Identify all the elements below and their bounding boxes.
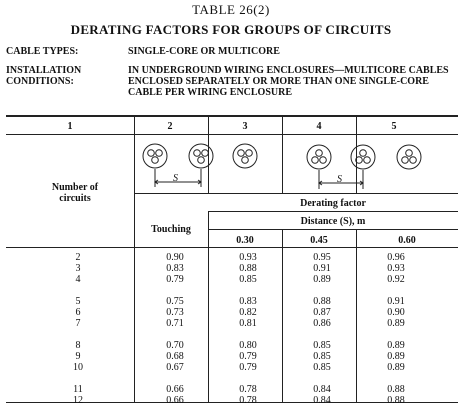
cable-types-value: SINGLE-CORE OR MULTICORE bbox=[128, 46, 280, 57]
column-number-1: 1 bbox=[67, 121, 73, 132]
enclosure-icon bbox=[188, 143, 214, 169]
column-divider-2-upper bbox=[208, 116, 209, 194]
enclosure-icon bbox=[232, 143, 258, 169]
enclosure-icon bbox=[350, 144, 376, 170]
table-number: TABLE 26(2) bbox=[192, 2, 270, 17]
column-number-5: 5 bbox=[391, 121, 397, 132]
installation-value-line3: CABLE PER WIRING ENCLOSURE bbox=[128, 87, 293, 98]
cable-arrangement-diagrams bbox=[142, 143, 422, 189]
diagram-rule bbox=[134, 193, 458, 194]
column-divider-3-upper bbox=[282, 116, 283, 194]
installation-value-line1: IN UNDERGROUND WIRING ENCLOSURES—MULTICO… bbox=[128, 65, 449, 76]
column-divider-4-lower bbox=[356, 230, 357, 403]
column-number-3: 3 bbox=[242, 121, 248, 132]
distance-030-column: 0.93 0.88 0.85 0.83 0.82 0.81 0.80 0.79 … bbox=[239, 252, 257, 406]
installation-label-line1: INSTALLATION bbox=[6, 65, 82, 76]
distance-060-column: 0.96 0.93 0.92 0.91 0.90 0.89 0.89 0.89 … bbox=[387, 252, 405, 406]
enclosure-icon bbox=[306, 144, 332, 170]
distance-value-060: 0.60 bbox=[398, 235, 416, 246]
circuits-column: 2 3 4 5 6 7 8 9 10 11 12 bbox=[73, 252, 83, 406]
distance-label: Distance (S), m bbox=[300, 216, 366, 227]
column-divider-2-lower bbox=[208, 211, 209, 403]
table-bottom-rule bbox=[6, 402, 458, 403]
column-divider-3-lower bbox=[282, 230, 283, 403]
derating-factor-rule bbox=[208, 211, 458, 212]
column-number-rule bbox=[6, 134, 458, 135]
spacing-label-col2: S bbox=[173, 173, 178, 184]
touching-label: Touching bbox=[151, 224, 191, 235]
number-of-circuits-label-line1: Number of bbox=[51, 182, 99, 193]
distance-value-030: 0.30 bbox=[236, 235, 254, 246]
enclosure-icon bbox=[396, 144, 422, 170]
distance-rule bbox=[208, 229, 458, 230]
cable-types-label: CABLE TYPES: bbox=[6, 46, 79, 57]
distance-045-column: 0.95 0.91 0.89 0.88 0.87 0.86 0.85 0.85 … bbox=[313, 252, 331, 406]
installation-value-line2: ENCLOSED SEPARATELY OR MORE THAN ONE SIN… bbox=[128, 76, 429, 87]
column-divider-1 bbox=[134, 116, 135, 403]
column-divider-4-upper bbox=[356, 116, 357, 194]
touching-column: 0.90 0.83 0.79 0.75 0.73 0.71 0.70 0.68 … bbox=[166, 252, 184, 406]
distance-value-045: 0.45 bbox=[310, 235, 328, 246]
number-of-circuits-label-line2: circuits bbox=[59, 193, 91, 204]
enclosure-icon bbox=[142, 143, 168, 169]
derating-factor-label: Derating factor bbox=[300, 198, 366, 209]
column-number-4: 4 bbox=[316, 121, 322, 132]
table-top-rule bbox=[6, 115, 458, 117]
spacing-label-col4: S bbox=[337, 174, 342, 185]
table-heading: DERATING FACTORS FOR GROUPS OF CIRCUITS bbox=[70, 22, 392, 37]
header-bottom-rule bbox=[6, 247, 458, 248]
installation-label-line2: CONDITIONS: bbox=[6, 76, 74, 87]
column-number-2: 2 bbox=[167, 121, 173, 132]
